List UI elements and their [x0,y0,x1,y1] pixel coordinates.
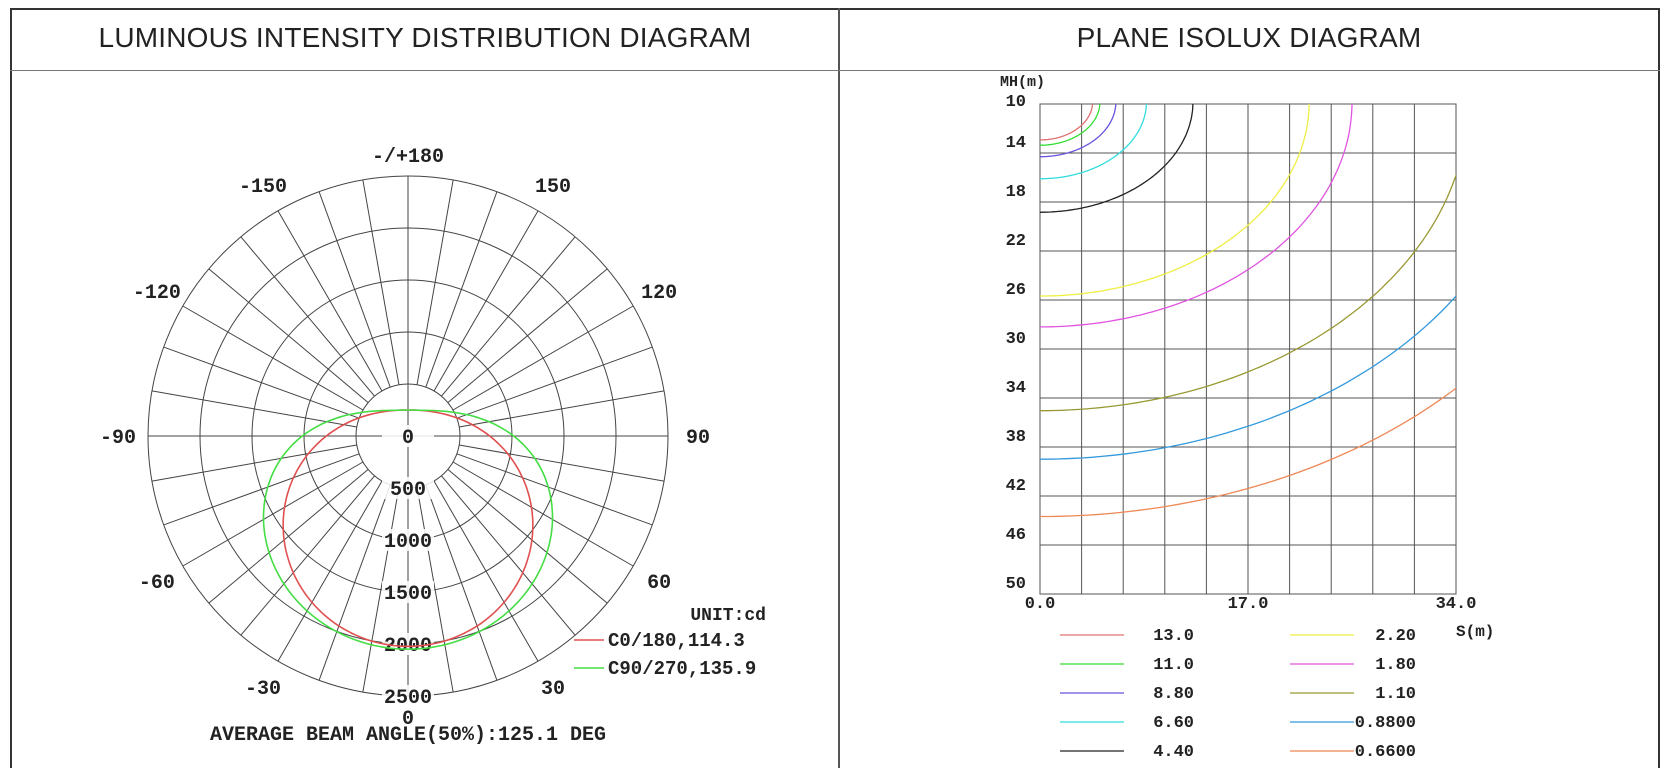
polar-tick-backdrop [382,529,434,551]
polar-tick-backdrop [382,581,434,603]
polar-angle-label: -60 [139,572,175,595]
isolux-legend-entry: 6.60 [1153,714,1194,733]
isolux-isoline [1040,104,1194,213]
polar-angle-label: -30 [245,678,281,701]
polar-legend-entry: C0/180,114.3 [608,630,745,652]
polar-angle-label: 120 [641,282,677,305]
polar-chart: -/+180 150 -150 120 -120 90 -90 60 -60 30 -30 0 0 500… [100,146,766,747]
isolux-panel-title: PLANE ISOLUX DIAGRAM [1076,22,1422,53]
isolux-isoline [1040,173,1456,412]
isolux-x-tick: 17.0 [1228,595,1269,614]
isolux-y-tick: 22 [1006,232,1026,251]
polar-tick-backdrop [382,477,434,499]
isolux-y-tick: 14 [1006,134,1026,153]
polar-panel-title: LUMINOUS INTENSITY DISTRIBUTION DIAGRAM [98,22,752,53]
polar-tick-backdrop [382,685,434,707]
isolux-x-axis-label: S(m) [1456,623,1494,641]
isolux-y-tick: 18 [1006,183,1026,202]
isolux-x-tick: 34.0 [1436,595,1477,614]
isolux-y-tick: 26 [1006,281,1026,300]
isolux-y-tick: 42 [1006,477,1026,496]
isolux-isoline [1040,104,1148,180]
polar-legend-entry: C90/270,135.9 [608,658,756,680]
isolux-y-tick: 30 [1006,330,1026,349]
isolux-legend-entry: 4.40 [1153,743,1194,762]
polar-angle-label: 150 [535,176,571,199]
isolux-legend-entry: 11.0 [1153,656,1194,675]
isolux-legend-entry: 2.20 [1375,627,1416,646]
polar-footer: AVERAGE BEAM ANGLE(50%):125.1 DEG [210,724,606,747]
isolux-isoline [1040,104,1094,141]
polar-radial-tick: 0 [402,427,414,450]
isolux-isoline [1040,104,1353,328]
isolux-plot-border [1039,103,1457,595]
polar-unit-label: UNIT:cd [690,606,766,626]
polar-angle-label: 30 [541,678,565,701]
isolux-legend-entry: 0.8800 [1355,714,1416,733]
polar-tick-backdrop [382,633,434,655]
polar-angle-label: 0 [402,708,414,731]
polar-angle-label: -90 [100,427,136,450]
polar-angle-label: -150 [239,176,287,199]
polar-series-curve [282,409,534,648]
isolux-isoline [1040,104,1117,158]
isolux-legend-entry: 13.0 [1153,627,1194,646]
polar-radial-tick: 2500 [384,687,432,710]
header-divider [10,70,1660,71]
isolux-isoline [1040,387,1456,518]
isolux-y-tick: 38 [1006,428,1026,447]
polar-tick-backdrop [382,425,434,447]
isolux-y-axis-label: MH(m) [1000,74,1045,91]
polar-angle-label: 90 [686,427,710,450]
polar-radial-tick: 1500 [384,583,432,606]
diagram-frame [10,8,1660,768]
polar-radial-tick: 500 [390,479,426,502]
isolux-y-tick: 10 [1006,93,1026,112]
panel-divider [838,8,840,768]
isolux-y-tick: 34 [1006,379,1026,398]
isolux-legend-entry: 1.10 [1375,685,1416,704]
isolux-isoline [1040,295,1456,460]
isolux-x-tick: 0.0 [1025,595,1056,614]
polar-series-curve [262,409,554,651]
polar-angle-label: -/+180 [372,146,444,169]
isolux-legend-entry: 1.80 [1375,656,1416,675]
isolux-legend-entry: 0.6600 [1355,743,1416,762]
isolux-isoline [1040,104,1310,297]
polar-angle-label: -120 [133,282,181,305]
polar-radial-tick: 1000 [384,531,432,554]
isolux-legend-entry: 8.80 [1153,685,1194,704]
isolux-y-tick: 46 [1006,526,1026,545]
polar-angle-label: 60 [647,572,671,595]
isolux-isoline [1040,104,1101,146]
isolux-y-tick: 50 [1006,575,1026,594]
